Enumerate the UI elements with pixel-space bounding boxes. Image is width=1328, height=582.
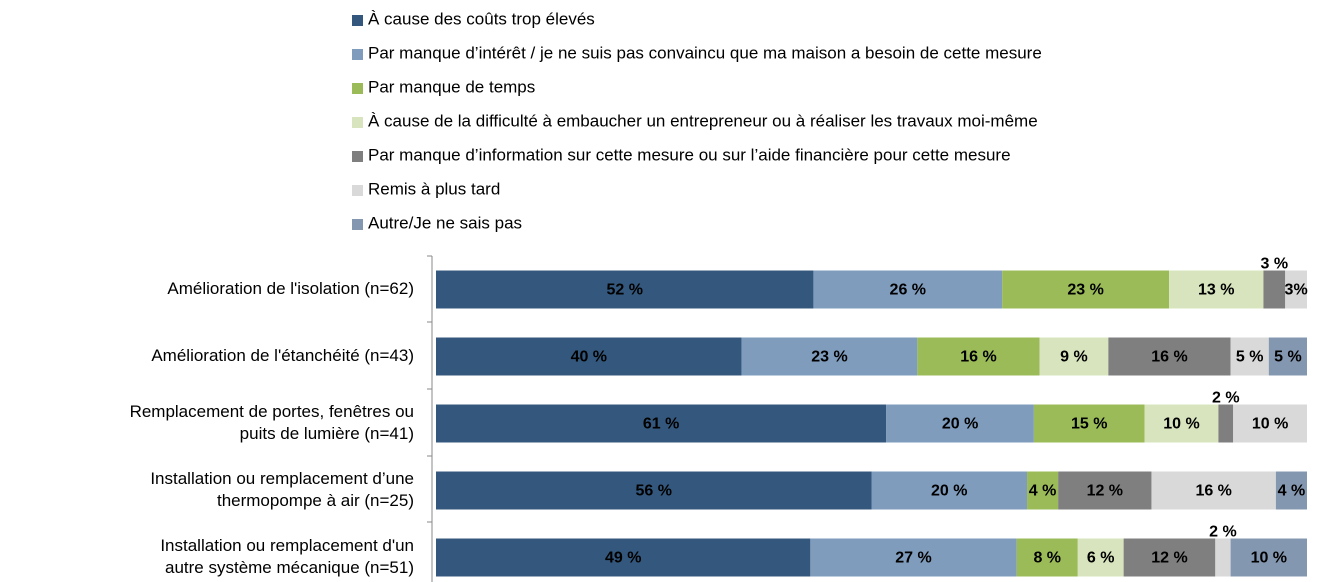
y-tick-label: Amélioration de l'étanchéité (n=43) — [151, 346, 414, 365]
legend-label: Autre/Je ne sais pas — [368, 213, 522, 232]
value-label: 8 % — [1033, 550, 1061, 567]
y-tick-label: Amélioration de l'isolation (n=62) — [167, 279, 414, 298]
bar-segment — [1169, 270, 1264, 309]
bar-segment — [1077, 538, 1124, 577]
value-label: 2 % — [1212, 390, 1240, 407]
value-label: 16 % — [1195, 483, 1231, 500]
bar-segment — [813, 270, 1003, 309]
bar-segment — [917, 337, 1040, 376]
legend-swatch — [352, 49, 363, 60]
legend-swatch — [352, 185, 363, 196]
value-label: 6 % — [1087, 550, 1115, 567]
y-tick-label: puits de lumière (n=41) — [240, 424, 414, 443]
value-label: 12 % — [1087, 483, 1123, 500]
bar-segment — [886, 404, 1034, 443]
value-label: 2 % — [1209, 524, 1237, 541]
value-label: 20 % — [942, 416, 978, 433]
bar-segment — [1002, 270, 1170, 309]
bar-segment — [1268, 337, 1307, 376]
bar-segment — [1218, 404, 1234, 443]
bar-segment — [1233, 404, 1307, 443]
bar-segment — [1215, 538, 1231, 577]
value-label: 3% — [1285, 282, 1308, 299]
bar-segment — [436, 471, 872, 510]
bar-segment — [1108, 337, 1231, 376]
value-label: 26 % — [890, 282, 926, 299]
value-label: 10 % — [1252, 416, 1288, 433]
legend-label: Par manque d’information sur cette mesur… — [368, 145, 1011, 164]
bar-segment — [1144, 404, 1219, 443]
y-tick-label: Installation ou remplacement d’une — [150, 469, 414, 488]
axis-ticks — [427, 255, 432, 523]
bar-segment — [871, 471, 1028, 510]
value-label: 23 % — [811, 349, 847, 366]
value-label: 9 % — [1060, 349, 1088, 366]
bar-segment — [1123, 538, 1216, 577]
bar-segment — [1230, 538, 1307, 577]
bar-segment — [1230, 337, 1269, 376]
legend-label: Remis à plus tard — [368, 179, 500, 198]
legend-label: À cause de la difficulté à embaucher un … — [368, 111, 1038, 130]
value-label: 52 % — [606, 282, 642, 299]
value-label: 20 % — [931, 483, 967, 500]
legend-swatch — [352, 15, 363, 26]
y-tick-label: Remplacement de portes, fenêtres ou — [130, 402, 414, 421]
y-tick-label: Installation ou remplacement d'un — [160, 536, 414, 555]
bar-segment — [1039, 337, 1109, 376]
value-label: 15 % — [1071, 416, 1107, 433]
bar-segment — [1027, 471, 1059, 510]
value-label: 5 % — [1236, 349, 1264, 366]
value-label: 16 % — [1151, 349, 1187, 366]
value-label: 23 % — [1067, 282, 1103, 299]
bar-segment — [436, 538, 811, 577]
value-label: 49 % — [605, 550, 641, 567]
bar-segment — [436, 337, 742, 376]
value-label: 27 % — [895, 550, 931, 567]
legend-label: Par manque de temps — [368, 77, 535, 96]
bar-segment — [1263, 270, 1286, 309]
bar-segment — [1016, 538, 1078, 577]
bar-segment — [1033, 404, 1145, 443]
bar-segment — [1151, 471, 1276, 510]
value-label: 13 % — [1198, 282, 1234, 299]
legend-label: Par manque d’intérêt / je ne suis pas co… — [368, 43, 1042, 62]
y-tick-label: autre système mécanique (n=51) — [165, 558, 414, 577]
bar-segment — [741, 337, 918, 376]
value-label: 4 % — [1278, 483, 1306, 500]
value-label: 10 % — [1251, 550, 1287, 567]
bar-segment — [810, 538, 1017, 577]
bar-segment — [436, 404, 887, 443]
value-label: 56 % — [636, 483, 672, 500]
value-label: 16 % — [960, 349, 996, 366]
value-label: 4 % — [1029, 483, 1057, 500]
value-label: 61 % — [643, 416, 679, 433]
bar-segment — [436, 270, 814, 309]
bar-segment — [1285, 270, 1307, 309]
legend-swatch — [352, 117, 363, 128]
bar-segment — [1275, 471, 1307, 510]
bar-segment — [1058, 471, 1152, 510]
legend-swatch — [352, 219, 363, 230]
value-label: 40 % — [571, 349, 607, 366]
value-label: 5 % — [1274, 349, 1302, 366]
y-tick-label: thermopompe à air (n=25) — [217, 491, 414, 510]
value-label: 3 % — [1261, 256, 1289, 273]
legend-swatch — [352, 83, 363, 94]
value-label: 12 % — [1151, 550, 1187, 567]
value-label: 10 % — [1163, 416, 1199, 433]
legend-label: À cause des coûts trop élevés — [368, 9, 595, 28]
legend-swatch — [352, 151, 363, 162]
